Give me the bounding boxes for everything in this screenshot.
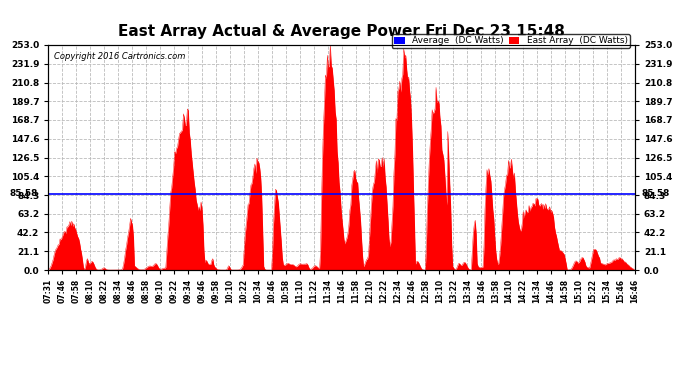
- Text: 85.58: 85.58: [642, 189, 670, 198]
- Title: East Array Actual & Average Power Fri Dec 23 15:48: East Array Actual & Average Power Fri De…: [118, 24, 565, 39]
- Text: Copyright 2016 Cartronics.com: Copyright 2016 Cartronics.com: [55, 52, 186, 61]
- Text: 85.58: 85.58: [10, 189, 38, 198]
- Legend: Average  (DC Watts), East Array  (DC Watts): Average (DC Watts), East Array (DC Watts…: [392, 34, 630, 48]
